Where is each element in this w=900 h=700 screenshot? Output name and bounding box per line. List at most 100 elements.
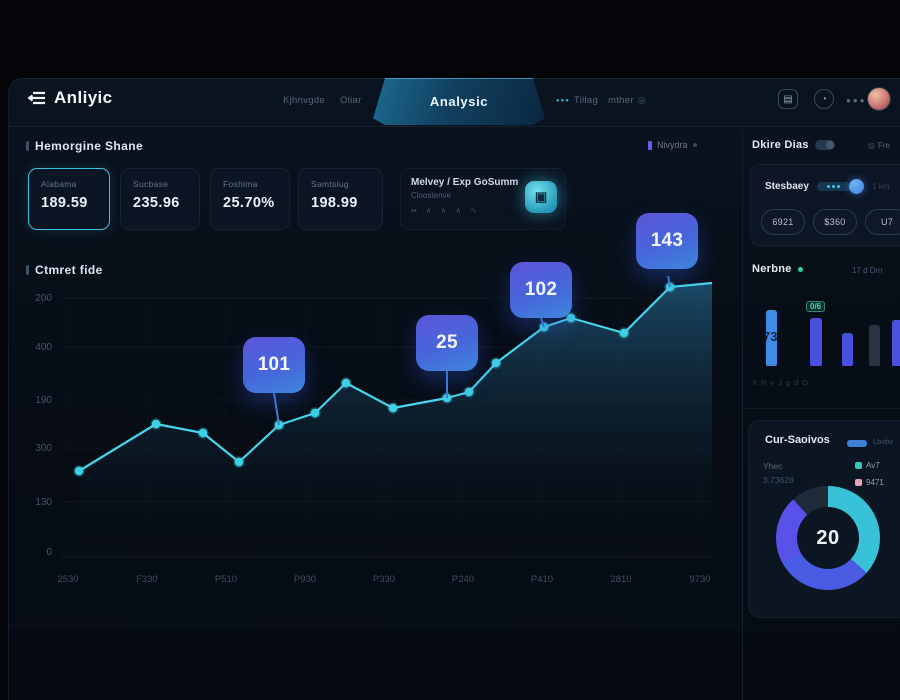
stat-card-value: 235.96 (133, 195, 180, 211)
mini-bar-3[interactable] (842, 333, 853, 366)
device-card[interactable]: Stesbaey 1 km 6921 $360 U7 (750, 164, 900, 246)
main-area-chart[interactable]: 200 400 190 300 130 0 2530 F330 P510 P930 P330 P240… (0, 276, 740, 632)
x-tick-label: P510 (215, 574, 237, 585)
x-tick-label: P330 (373, 574, 395, 585)
x-tick-label: 2810 (610, 574, 631, 585)
bars-panel-title: Nerbne (752, 263, 792, 275)
donut-legend-item-9471: 9471 (855, 478, 884, 487)
mini-bar-axis-text: XNvJgdO (752, 378, 813, 387)
data-point (463, 386, 475, 398)
sidebar-header-row: Dkire Dias (752, 139, 835, 151)
stats-section-title-row: Hemorgine Shane (26, 139, 143, 153)
tab-analysic-label: Analysic (429, 94, 489, 109)
annotation-bubble-101: 101 (243, 337, 305, 393)
nav-item-label: mther (608, 95, 634, 106)
data-point (150, 418, 162, 430)
sidebar-toggle[interactable] (814, 140, 835, 150)
stat-card-value: 25.70% (223, 195, 275, 211)
donut-center-value: 20 (816, 526, 840, 549)
data-point (73, 465, 85, 477)
stat-card-value: 189.59 (41, 195, 88, 211)
bars-panel-header-row: Nerbne (752, 263, 803, 275)
app-logo[interactable]: Anliyic (28, 88, 113, 108)
feature-mini-icon: ▪▪ (411, 206, 417, 215)
nav-item-tillag[interactable]: ●●● Tillag (556, 95, 598, 106)
user-avatar[interactable] (868, 88, 890, 110)
data-point (565, 312, 577, 324)
device-chip-6921[interactable]: 6921 (761, 209, 805, 235)
teal-dots-icon: ●●● (556, 97, 570, 104)
legend-text: Av7 (866, 461, 880, 470)
bar-ghost-label: 73 (763, 329, 778, 344)
x-tick-label: 9730 (689, 574, 710, 585)
bars-panel-right-text: 17 d Dm (852, 266, 883, 275)
circled-icon: ◎ (637, 95, 646, 105)
legend-label: Nivydra (657, 140, 688, 150)
x-tick-label: P410 (531, 574, 553, 585)
device-name: Stesbaey (765, 181, 809, 192)
data-point (490, 357, 502, 369)
mini-bar-5[interactable] (892, 320, 900, 366)
y-tick-label: 0 (46, 547, 52, 558)
device-chip-U7[interactable]: U7 (865, 209, 900, 235)
sidebar-divider (742, 130, 743, 700)
stat-card-value: 198.99 (311, 195, 358, 211)
donut-card[interactable]: Cur-Saoivos Lbvbv Yhec 3.73628 Av7 9471 2… (748, 420, 900, 618)
mini-bar-2[interactable] (810, 318, 822, 366)
green-status-dot (797, 266, 803, 272)
y-tick-label: 190 (35, 395, 52, 406)
mini-bar-chart[interactable]: 73 0/6 (752, 296, 900, 366)
legend-swatch (855, 479, 862, 486)
donut-header-pill (847, 440, 867, 447)
device-chips-row: 6921 $360 U7 (761, 209, 900, 235)
device-slider[interactable] (816, 182, 851, 191)
donut-sub1: Yhec (763, 461, 783, 471)
donut-chart[interactable]: 20 (776, 486, 880, 590)
nav-item-kjhnvgde[interactable]: Kjhnvgde (283, 95, 326, 106)
stat-card-samtsiug[interactable]: Samtsiug 198.99 (298, 168, 383, 230)
chart-title-tick (26, 265, 29, 275)
data-point (340, 377, 352, 389)
y-tick-label: 300 (35, 443, 52, 454)
stat-card-foshima[interactable]: Foshima 25.70% (210, 168, 290, 230)
x-tick-label: 2530 (57, 574, 78, 585)
chart-bottom-divider (8, 625, 740, 626)
logo-icon (28, 91, 45, 105)
donut-legend-item-av7: Av7 (855, 461, 880, 470)
feature-subtitle: Cloostenve (411, 191, 452, 200)
slider-knob[interactable] (848, 179, 864, 194)
donut-hole: 20 (797, 507, 859, 569)
fre-label: Fre (877, 141, 890, 150)
chart-icon[interactable]: ▤ (778, 89, 798, 109)
mini-bar-1[interactable] (766, 310, 777, 366)
annotation-bubble-143: 143 (636, 213, 698, 269)
legend-nivydra[interactable]: Nivydra (648, 140, 697, 150)
sidebar-divider-2 (744, 408, 900, 409)
nav-item-mther[interactable]: mther ◎ (608, 95, 646, 106)
annotation-stem (667, 276, 671, 288)
stat-card-alabama[interactable]: Alabama 189.59 (28, 168, 110, 230)
data-point (197, 427, 209, 439)
feature-action-button[interactable]: ▣ (525, 181, 557, 213)
data-point (618, 327, 630, 339)
mini-bar-4[interactable] (869, 325, 880, 366)
logo-text: Anliyic (54, 88, 113, 107)
tab-analysic[interactable]: Analysic (373, 78, 545, 125)
annotation-bubble-102: 102 (510, 262, 572, 318)
stat-card-sucbase[interactable]: Sucbase 235.96 (120, 168, 200, 230)
nav-item-label: Tillag (573, 95, 599, 106)
stat-card-label: Samtsiug (311, 179, 349, 189)
stat-card-label: Alabama (41, 179, 77, 189)
donut-pill-label: Lbvbv (873, 437, 894, 446)
x-tick-label: F330 (136, 574, 158, 585)
feature-card[interactable]: Melvey / Exp GoSumm Cloostenve ▪▪ ∧ ∧ ∧ ∿ ▣ (400, 168, 566, 230)
more-dots-icon[interactable]: ●●● (846, 96, 867, 105)
device-card-row: Stesbaey 1 km (765, 179, 900, 194)
legend-swatch (855, 462, 862, 469)
clock-icon[interactable]: ◔ (814, 89, 834, 109)
nav-item-oliar[interactable]: Oliar (340, 95, 362, 106)
device-chip-360[interactable]: $360 (813, 209, 857, 235)
stat-card-label: Sucbase (133, 179, 169, 189)
feature-mini-icon: ∧ (455, 206, 462, 215)
